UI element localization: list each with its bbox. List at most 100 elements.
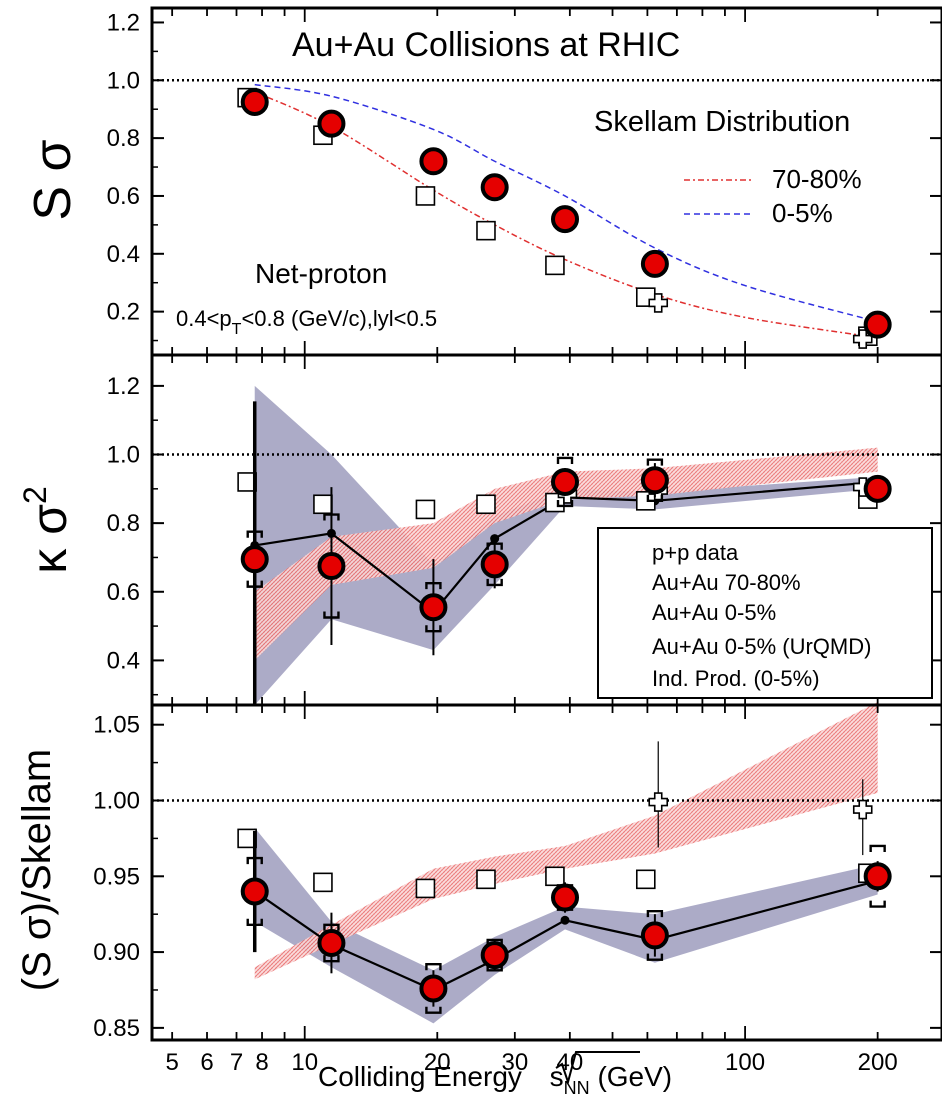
middle-red-point (863, 474, 892, 503)
middle-red-point (640, 466, 669, 495)
middle-red-point (419, 593, 448, 622)
bottom-square-point (635, 869, 656, 890)
text-layer: Au+Au Collisions at RHIC Skellam Distrib… (15, 26, 933, 1098)
xlabel-sub: NN (564, 1078, 590, 1098)
middle-red-point (240, 545, 269, 574)
y-tick-label-2-3: 1.00 (93, 787, 140, 814)
indprod-band-bottom (254, 827, 878, 1024)
x-tick-label-2: 7 (230, 1049, 243, 1076)
top-red-point (480, 173, 509, 202)
top-pp-point (648, 293, 669, 313)
legend-entry-indprod: Ind. Prod. (0-5%) (652, 666, 820, 691)
middle-red-point (317, 552, 346, 581)
top-pp-point (852, 329, 873, 349)
ylabel-middle-main: κ σ (21, 504, 77, 574)
x-tick-label-4: 10 (291, 1049, 318, 1076)
top-square-point (476, 220, 496, 241)
y-tick-label-2-2: 0.95 (93, 863, 140, 890)
skellam-title: Skellam Distribution (594, 106, 850, 138)
x-tick-label-3: 8 (255, 1049, 268, 1076)
skellam-70-80-curve (254, 91, 878, 339)
bottom-square-point (415, 878, 436, 899)
y-tick-label-2-4: 1.05 (93, 712, 140, 739)
xlabel-unit: (GeV) (590, 1061, 672, 1092)
x-tick-label-8: 100 (725, 1049, 765, 1076)
figure-title: Au+Au Collisions at RHIC (292, 26, 680, 64)
bottom-red-point (863, 862, 892, 891)
bottom-pp-point (648, 792, 669, 812)
bottom-sys-error (323, 923, 340, 963)
legend-entry-pp: p+p data (652, 540, 739, 565)
top-red-point (240, 87, 269, 116)
skellam-05-label: 0-5% (772, 198, 833, 228)
y-tick-label-0-1: 0.4 (107, 241, 140, 268)
ylabel-top: S σ (24, 139, 82, 220)
top-red-point (551, 205, 580, 234)
y-tick-label-0-5: 1.2 (107, 9, 140, 36)
y-tick-label-2-1: 0.90 (93, 939, 140, 966)
y-tick-label-0-3: 0.8 (107, 125, 140, 152)
panel-frames: 0.2 0.4 0.6 0.8 1.0 1.2 0.4 0.6 0.8 1.0 1.2 0.85 0.9… (93, 6, 942, 1076)
bottom-red-point (419, 974, 448, 1003)
y-tick-label-1-3: 1.0 (107, 442, 140, 469)
y-tick-label-1-1: 0.6 (107, 579, 140, 606)
x-tick-label-1: 6 (200, 1049, 213, 1076)
bottom-square-point (476, 869, 496, 890)
indprod-band-middle (254, 385, 878, 705)
top-red-point (317, 109, 346, 138)
bottom-red-point (640, 921, 669, 950)
bottom-red-point (480, 941, 509, 970)
bottom-red-point (240, 877, 269, 906)
middle-sys-error (425, 581, 442, 633)
bottom-pp-point (852, 799, 873, 820)
bottom-sys-error (425, 963, 442, 1014)
cuts-part-a: 0.4<p (176, 306, 232, 331)
xlabel-main: Colliding Energy (318, 1061, 530, 1092)
top-square-point (415, 186, 436, 206)
legend-entry-urqmd: Au+Au 0-5% (UrQMD) (652, 634, 871, 659)
y-tick-label-0-0: 0.2 (107, 299, 140, 326)
legend: p+p data Au+Au 70-80% Au+Au 0-5% Au+Au 0… (597, 527, 933, 699)
indprod-point-middle (490, 534, 500, 544)
top-red-point (863, 310, 892, 339)
sqrt-sign (555, 1051, 640, 1086)
middle-square-point (476, 494, 496, 515)
x-tick-label-5: 20 (424, 1049, 451, 1076)
panel-frame-2 (150, 703, 942, 1042)
bottom-sys-error (869, 844, 886, 908)
bottom-sys-error (486, 938, 503, 972)
y-tick-label-1-0: 0.4 (107, 647, 140, 674)
middle-sys-error (486, 542, 503, 587)
x-tick-label-9: 200 (858, 1049, 898, 1076)
skellam-7080-label: 70-80% (772, 164, 862, 194)
ylabel-bottom: (S σ)/Skellam (15, 749, 59, 992)
middle-square-point (313, 494, 333, 515)
middle-sys-error (323, 513, 340, 619)
legend-box (597, 527, 933, 699)
bottom-sys-error (246, 856, 263, 926)
legend-entry-05: Au+Au 0-5% (652, 600, 776, 625)
ylabel-middle: κ σ2 (17, 486, 77, 574)
middle-red-point (551, 467, 580, 496)
middle-square-point (415, 499, 436, 520)
bottom-sys-error (646, 909, 664, 961)
top-red-point (640, 249, 669, 278)
middle-sys-error (246, 530, 263, 588)
y-tick-label-1-4: 1.2 (107, 373, 140, 400)
x-tick-label-6: 30 (501, 1049, 528, 1076)
bottom-red-point (317, 928, 346, 957)
y-tick-label-0-2: 0.6 (107, 183, 140, 210)
legend-entry-7080: Au+Au 70-80% (652, 570, 801, 595)
cuts-part-b: <0.8 (GeV/c),lyl<0.5 (241, 306, 437, 331)
skellam-0-5-curve (254, 83, 878, 323)
top-square-point (545, 255, 565, 276)
y-tick-label-1-2: 0.8 (107, 510, 140, 537)
kinematic-cuts-label: 0.4<pT<0.8 (GeV/c),lyl<0.5 (176, 306, 437, 338)
middle-sys-error (646, 458, 664, 503)
y-tick-label-2-0: 0.85 (93, 1015, 140, 1042)
ylabel-middle-sup: 2 (17, 486, 53, 504)
middle-red-point (480, 550, 509, 579)
xlabel-s: s (550, 1061, 564, 1092)
indprod-point-bottom (560, 915, 570, 925)
